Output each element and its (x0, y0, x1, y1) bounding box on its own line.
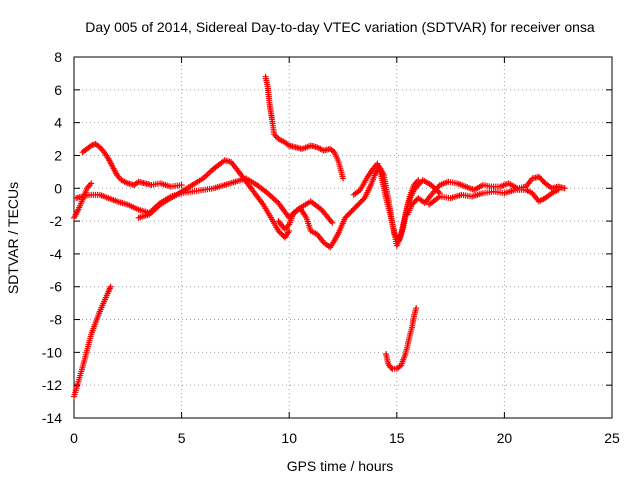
series-track-a-rising (71, 283, 114, 400)
y-tick-label: -4 (50, 246, 63, 262)
x-tick-label: 0 (70, 430, 78, 446)
y-tick-label: -8 (50, 312, 63, 328)
y-axis-title: SDTVAR / TECUs (5, 182, 21, 294)
x-axis-title: GPS time / hours (287, 458, 394, 474)
x-tick-label: 15 (389, 430, 405, 446)
data-point (561, 185, 568, 192)
data-point-interp (388, 364, 395, 371)
data-point-interp (360, 196, 367, 203)
y-tick-label: -2 (50, 213, 63, 229)
y-tick-label: -10 (42, 344, 62, 360)
data-point (178, 181, 185, 188)
y-tick-label: 4 (54, 115, 62, 131)
y-tick-label: 0 (54, 180, 62, 196)
y-tick-label: 8 (54, 49, 62, 65)
series-track-f-spike (262, 73, 346, 182)
data-point (413, 305, 420, 312)
series-track-b-upper-left (79, 140, 185, 190)
data-point (340, 175, 346, 182)
y-tick-label: -12 (42, 377, 62, 393)
series-track-d-descending-left (71, 180, 95, 221)
x-tick-label: 5 (178, 430, 186, 446)
series-layer (71, 73, 568, 400)
data-point (286, 227, 293, 234)
x-tick-label: 20 (497, 430, 513, 446)
y-tick-label: -14 (42, 410, 62, 426)
x-tick-label: 10 (281, 430, 297, 446)
series-track-e-mid (135, 157, 293, 241)
y-tick-label: 6 (54, 82, 62, 98)
y-tick-label: 2 (54, 147, 62, 163)
data-point (329, 219, 336, 226)
tick-layer (73, 56, 613, 419)
chart-title: Day 005 of 2014, Sidereal Day-to-day VTE… (85, 19, 595, 35)
data-point (555, 186, 562, 193)
x-tick-label: 25 (604, 430, 620, 446)
y-tick-label: -6 (50, 279, 63, 295)
series-track-h-stormy (350, 160, 443, 244)
series-track-j-right-baseline (426, 186, 562, 208)
data-point (88, 180, 95, 187)
x-tick-labels: 0 5 10 15 20 25 (70, 430, 620, 446)
y-tick-labels: -14 -12 -10 -8 -6 -4 -2 0 2 4 6 8 (42, 49, 62, 426)
data-point (107, 283, 114, 290)
plot-frame (73, 56, 613, 419)
series-track-k-low (383, 305, 420, 372)
